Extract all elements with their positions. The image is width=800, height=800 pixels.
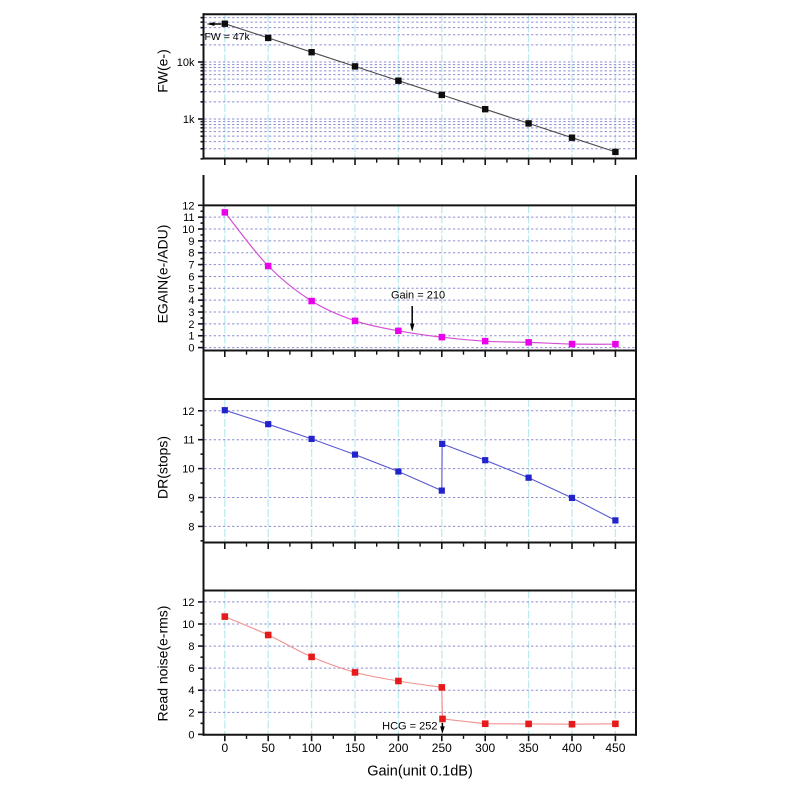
- svg-text:4: 4: [188, 295, 194, 307]
- svg-text:Read noise(e-rms): Read noise(e-rms): [155, 606, 171, 722]
- svg-text:50: 50: [262, 741, 276, 755]
- svg-text:10: 10: [182, 464, 194, 476]
- svg-text:12: 12: [182, 200, 194, 212]
- svg-text:12: 12: [182, 406, 194, 418]
- svg-text:0: 0: [188, 729, 194, 741]
- svg-text:EGAIN(e-/ADU): EGAIN(e-/ADU): [155, 225, 171, 324]
- svg-text:Gain = 210: Gain = 210: [391, 290, 445, 302]
- svg-text:0: 0: [188, 343, 194, 355]
- svg-text:FW = 47k: FW = 47k: [205, 31, 251, 43]
- svg-text:6: 6: [188, 663, 194, 675]
- svg-text:300: 300: [475, 741, 495, 755]
- svg-text:6: 6: [188, 272, 194, 284]
- svg-text:200: 200: [388, 741, 408, 755]
- svg-text:11: 11: [183, 435, 194, 447]
- svg-text:0: 0: [221, 741, 228, 755]
- svg-text:8: 8: [188, 521, 194, 533]
- svg-text:4: 4: [188, 685, 194, 697]
- svg-text:1k: 1k: [183, 114, 195, 126]
- svg-text:1: 1: [188, 331, 194, 343]
- svg-text:3: 3: [188, 307, 194, 319]
- svg-text:400: 400: [562, 741, 582, 755]
- svg-text:FW(e-): FW(e-): [155, 49, 171, 93]
- svg-text:10k: 10k: [177, 57, 195, 69]
- svg-text:100: 100: [302, 741, 322, 755]
- svg-text:8: 8: [188, 248, 194, 260]
- svg-text:DR(stops): DR(stops): [155, 436, 171, 499]
- svg-text:2: 2: [188, 707, 194, 719]
- svg-text:11: 11: [183, 212, 194, 224]
- svg-text:Gain(unit 0.1dB): Gain(unit 0.1dB): [367, 764, 473, 780]
- svg-text:10: 10: [182, 224, 194, 236]
- svg-text:12: 12: [182, 597, 194, 609]
- svg-text:450: 450: [605, 741, 625, 755]
- svg-text:10: 10: [182, 619, 194, 631]
- svg-text:9: 9: [188, 236, 194, 248]
- svg-text:5: 5: [188, 283, 194, 295]
- svg-text:150: 150: [345, 741, 365, 755]
- svg-text:2: 2: [188, 319, 194, 331]
- svg-text:8: 8: [188, 641, 194, 653]
- svg-text:HCG = 252: HCG = 252: [382, 720, 437, 732]
- svg-text:7: 7: [188, 260, 194, 272]
- svg-text:350: 350: [519, 741, 539, 755]
- svg-text:9: 9: [188, 493, 194, 505]
- svg-text:250: 250: [432, 741, 452, 755]
